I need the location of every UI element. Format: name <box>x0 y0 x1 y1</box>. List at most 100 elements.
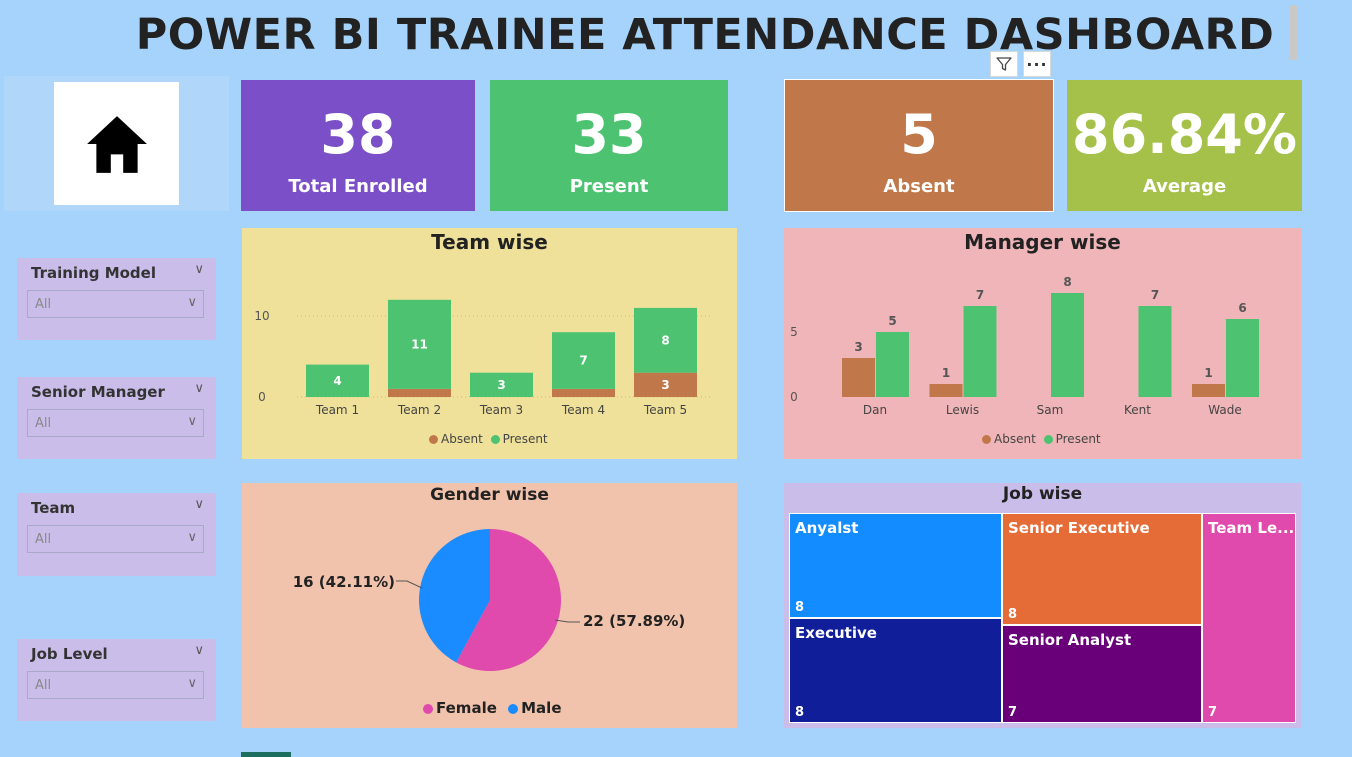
treemap-cell-team-leader[interactable]: Team Le... 7 <box>1202 513 1296 723</box>
scrollbar-thumb[interactable] <box>1289 5 1297 60</box>
kpi-value: 33 <box>571 103 647 166</box>
home-button[interactable] <box>54 82 179 205</box>
x-tick-label: Sam <box>1037 403 1064 417</box>
kpi-present: 33 Present <box>490 80 728 211</box>
kpi-total-enrolled: 38 Total Enrolled <box>241 80 475 211</box>
leader-line <box>554 619 580 623</box>
chart-title: Gender wise <box>430 485 549 505</box>
bar-present <box>552 332 615 389</box>
data-label: 3 <box>497 378 505 392</box>
dropdown-value: All <box>35 532 52 547</box>
legend-label: Male <box>521 699 562 717</box>
x-tick-label: Team 4 <box>561 403 605 417</box>
data-label: 1 <box>942 366 950 380</box>
chart-legend: Female Male <box>423 699 562 717</box>
y-tick-label: 10 <box>254 309 269 323</box>
kpi-value: 5 <box>900 103 938 166</box>
chart-title: Team wise <box>431 230 548 254</box>
chevron-down-icon[interactable]: ∨ <box>194 381 204 396</box>
filter-icon[interactable] <box>990 51 1018 77</box>
data-label: 3 <box>854 340 862 354</box>
treemap-label: Senior Analyst <box>1008 631 1132 649</box>
gender-pie-chart: 22 (57.89%) 16 (42.11%) <box>293 529 685 671</box>
job-level-dropdown[interactable]: All ∨ <box>27 671 204 699</box>
job-wise-treemap[interactable]: Job wise Anyalst 8 Executive 8 Senior Ex… <box>784 483 1301 728</box>
data-label: 1 <box>1204 366 1212 380</box>
bar-absent <box>634 372 697 397</box>
chevron-down-icon[interactable]: ∨ <box>194 643 204 658</box>
data-label: 4 <box>333 374 341 388</box>
kpi-absent: 5 Absent <box>784 79 1054 212</box>
treemap-cell-senior-analyst[interactable]: Senior Analyst 7 <box>1002 625 1202 723</box>
bar-absent <box>842 358 875 397</box>
data-label: 11 <box>411 337 428 351</box>
chart-title: Manager wise <box>964 230 1121 254</box>
slicer-title: Senior Manager <box>31 383 165 401</box>
slicer-title: Training Model <box>31 264 156 282</box>
chevron-down-icon[interactable]: ∨ <box>194 262 204 277</box>
treemap-cell-senior-executive[interactable]: Senior Executive 8 <box>1002 513 1202 625</box>
team-dropdown[interactable]: All ∨ <box>27 525 204 553</box>
leader-line <box>396 580 423 589</box>
chevron-down-icon: ∨ <box>187 295 197 310</box>
x-tick-label: Dan <box>863 403 887 417</box>
treemap-value: 7 <box>1008 705 1018 720</box>
treemap-cell-executive[interactable]: Executive 8 <box>789 618 1002 723</box>
chart-legend: Absent Present <box>429 432 548 446</box>
gender-wise-chart[interactable]: Gender wise 22 (57.89%) 16 (42.11%) Femal… <box>242 483 737 728</box>
kpi-label: Total Enrolled <box>288 176 428 197</box>
chevron-down-icon[interactable]: ∨ <box>194 497 204 512</box>
slicer-title: Team <box>31 499 76 517</box>
treemap-cell-analyst[interactable]: Anyalst 8 <box>789 513 1002 618</box>
team-wise-chart[interactable]: Team wise 0 10 4 Team 1 11 Team 2 3 Team 3 7 Team… <box>242 228 737 459</box>
pie-slice-female <box>456 529 561 671</box>
bar-present <box>963 306 997 397</box>
treemap-value: 8 <box>795 600 805 615</box>
treemap-label: Team Le... <box>1208 519 1295 537</box>
data-label: 7 <box>579 354 587 368</box>
x-tick-label: Lewis <box>946 403 979 417</box>
legend-absent-swatch <box>429 435 438 444</box>
legend-label: Female <box>436 699 497 717</box>
dashboard-title: POWER BI TRAINEE ATTENDANCE DASHBOARD <box>135 10 1275 60</box>
treemap-label: Executive <box>795 624 877 642</box>
chart-title: Job wise <box>1002 484 1083 504</box>
bar-absent <box>929 384 963 397</box>
bar-present <box>1138 306 1172 397</box>
y-tick-label: 5 <box>790 325 798 339</box>
bar-present <box>634 307 697 373</box>
data-label: 8 <box>661 333 669 347</box>
bar-absent <box>1192 384 1225 397</box>
kpi-label: Average <box>1142 176 1227 197</box>
bar-present <box>1051 293 1084 397</box>
manager-wise-chart[interactable]: Manager wise 0 5 3 5 Dan 1 7 Lewis 8 Sam 7 Kent 1 6 Wa… <box>784 228 1301 459</box>
legend-present-swatch <box>1043 435 1053 444</box>
kpi-label: Present <box>569 176 649 197</box>
legend-label: Absent <box>441 432 483 446</box>
dropdown-value: All <box>35 678 52 693</box>
pie-slice-male <box>418 529 490 663</box>
treemap-value: 7 <box>1208 705 1218 720</box>
data-label: 16 (42.11%) <box>293 573 395 591</box>
kpi-value: 86.84% <box>1072 103 1297 166</box>
x-tick-label: Team 1 <box>315 403 359 417</box>
legend-label: Present <box>502 432 548 446</box>
more-options-icon[interactable]: ··· <box>1023 51 1051 77</box>
slicer-senior-manager: Senior Manager ∨ All ∨ <box>17 377 216 459</box>
data-label: 8 <box>1063 275 1071 289</box>
senior-manager-dropdown[interactable]: All ∨ <box>27 409 204 437</box>
bar-present <box>388 299 451 389</box>
legend-female-swatch <box>423 704 433 714</box>
bar-present <box>306 364 369 397</box>
y-tick-label: 0 <box>790 390 798 404</box>
training-model-dropdown[interactable]: All ∨ <box>27 290 204 318</box>
treemap-label: Anyalst <box>795 519 859 537</box>
legend-present-swatch <box>490 435 500 444</box>
page-tab-indicator[interactable] <box>241 752 291 757</box>
x-tick-label: Team 3 <box>479 403 523 417</box>
x-tick-label: Team 2 <box>397 403 441 417</box>
slicer-title: Job Level <box>31 645 108 663</box>
manager-bar-chart: 0 5 3 5 Dan 1 7 Lewis 8 Sam 7 Kent 1 6 Wade <box>790 275 1259 417</box>
x-tick-label: Team 5 <box>643 403 687 417</box>
bar-present <box>876 332 909 397</box>
